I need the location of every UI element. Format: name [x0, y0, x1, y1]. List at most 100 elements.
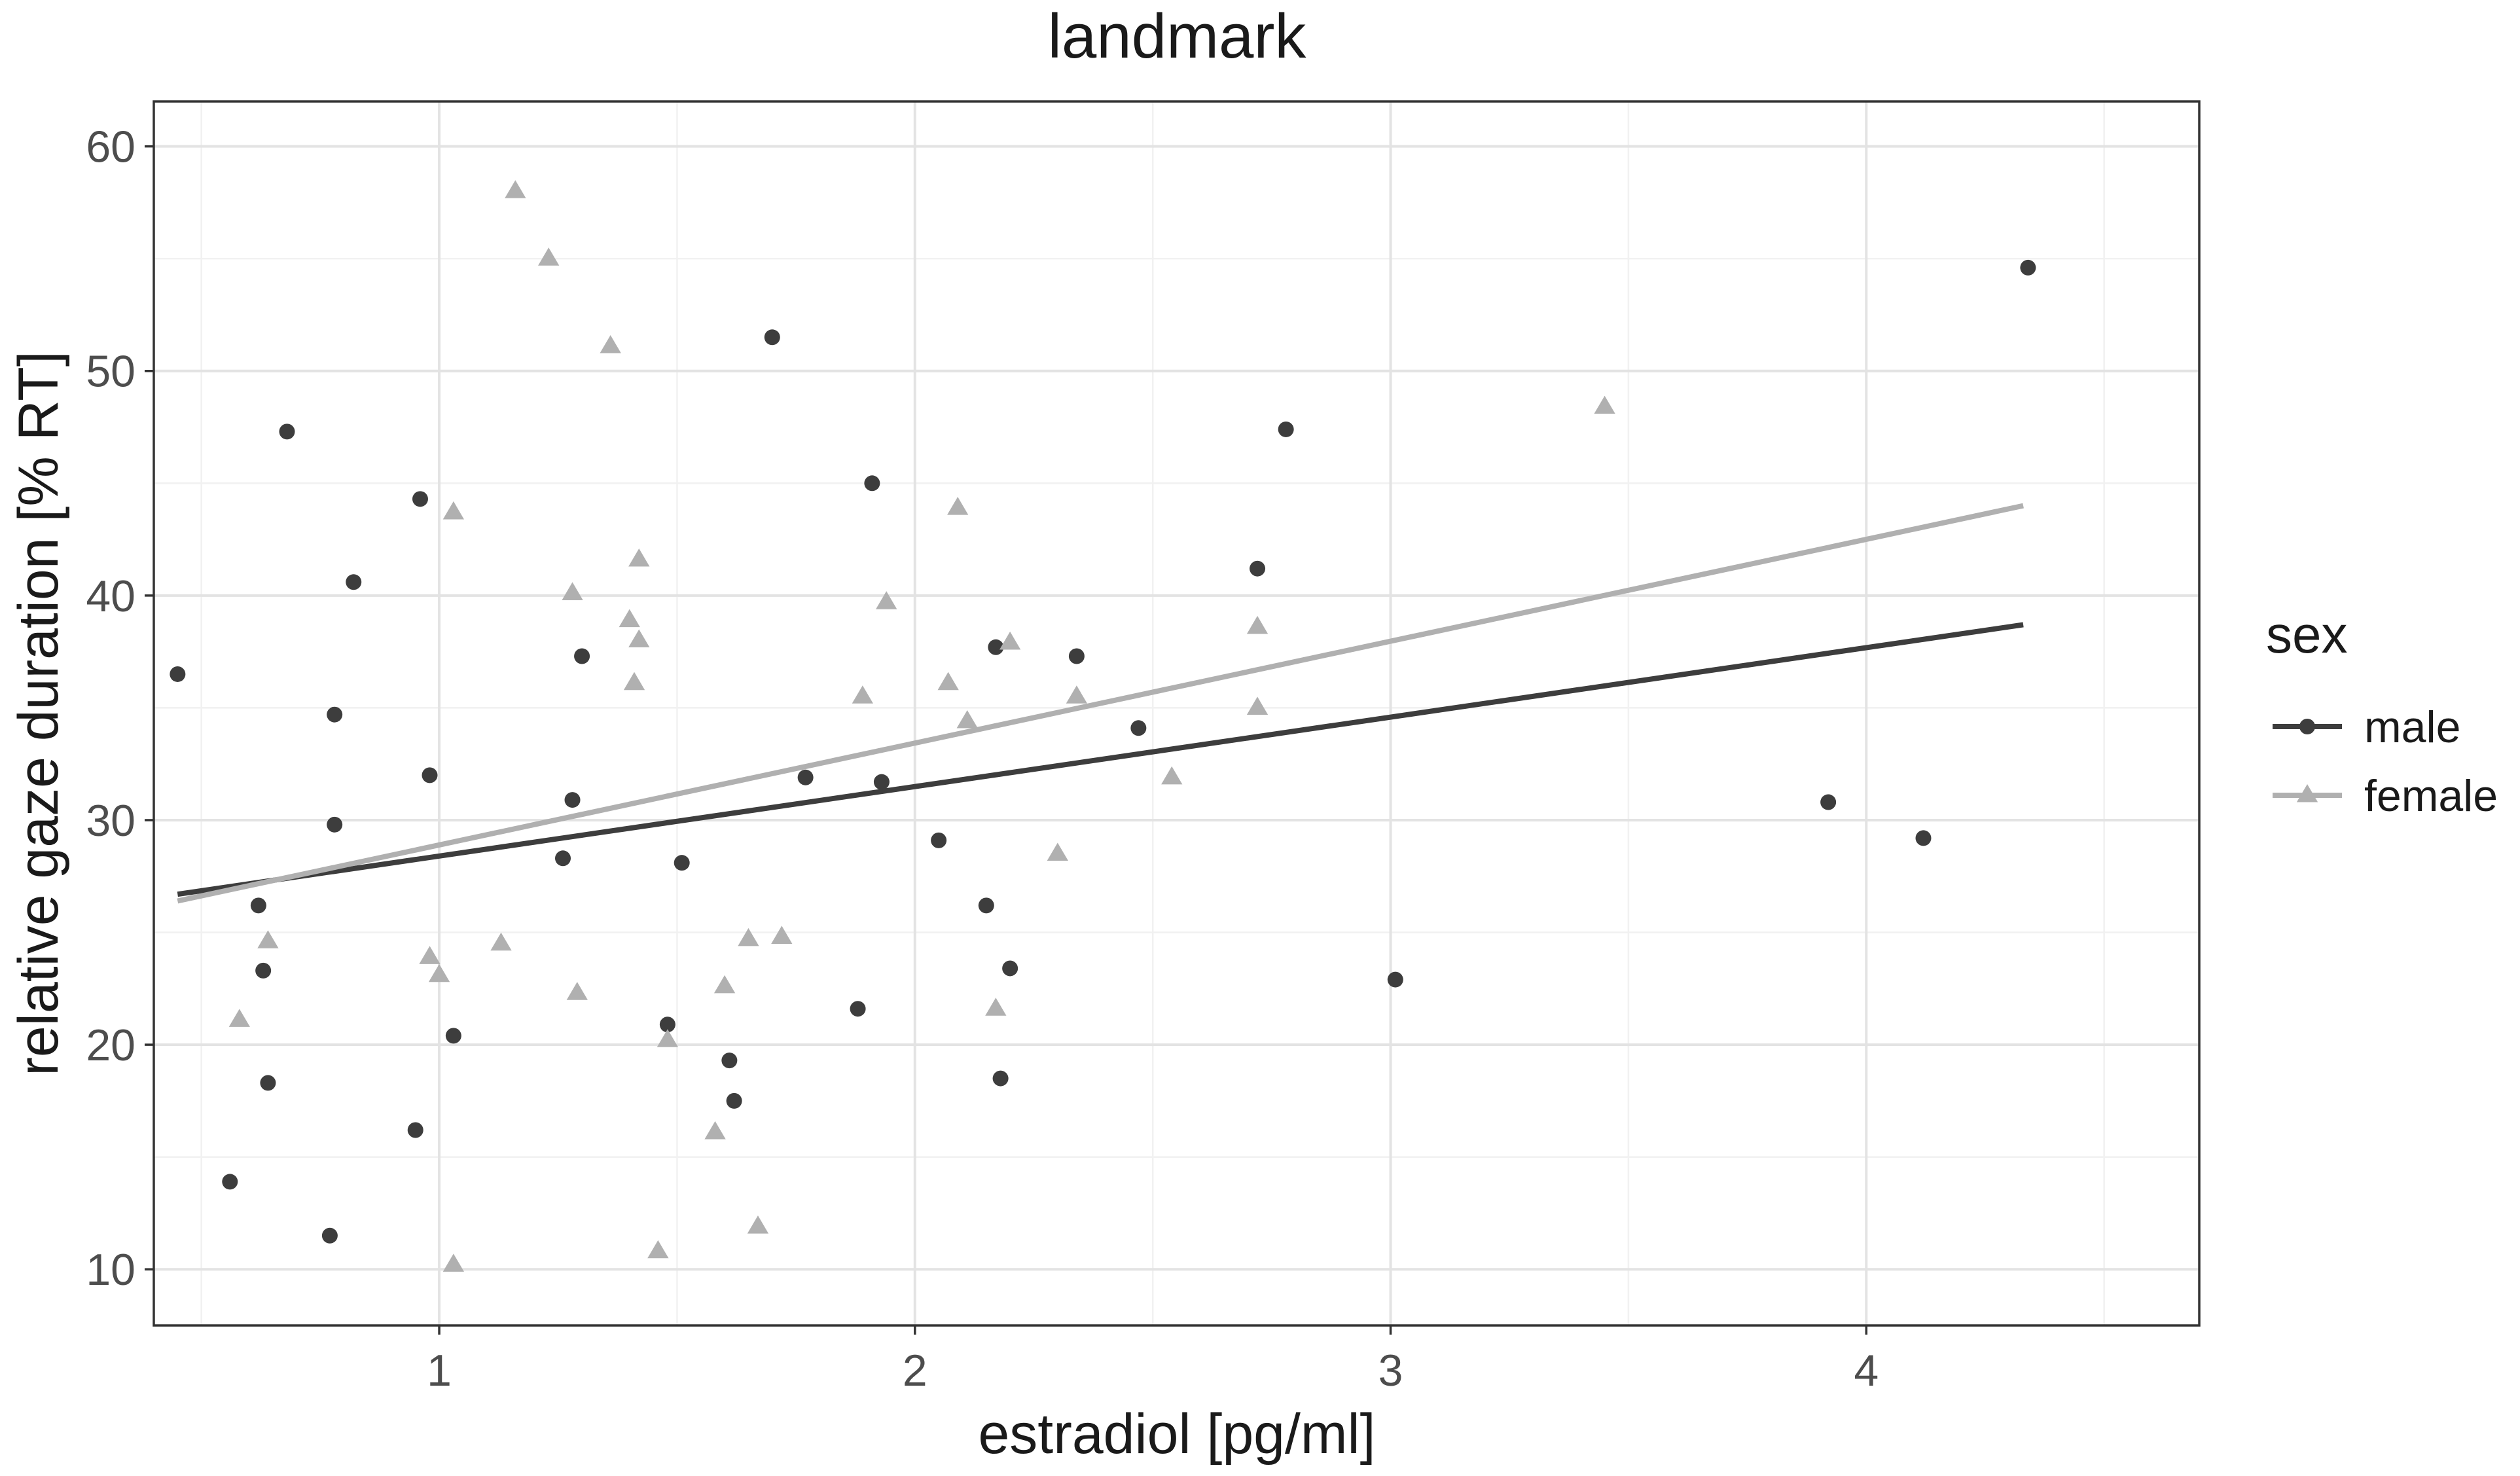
- point-female: [562, 582, 583, 600]
- point-male: [260, 1075, 276, 1091]
- point-female: [1066, 685, 1088, 704]
- point-female: [852, 685, 873, 704]
- point-female: [566, 982, 588, 1000]
- fit-line-male: [177, 622, 2024, 897]
- data-points: [170, 180, 2036, 1272]
- point-female: [257, 930, 279, 948]
- point-male: [1820, 794, 1837, 810]
- point-female: [985, 998, 1007, 1016]
- point-male: [422, 767, 438, 783]
- point-female: [647, 1240, 669, 1259]
- point-female: [228, 1009, 250, 1027]
- grid: [154, 101, 2199, 1325]
- chart-title: landmark: [1048, 1, 1307, 71]
- y-tick-label: 30: [86, 796, 135, 846]
- regression-lines: [177, 503, 2024, 904]
- point-male: [1387, 971, 1403, 988]
- point-male: [327, 706, 343, 723]
- point-female: [747, 1215, 769, 1234]
- point-male: [1915, 830, 1932, 846]
- point-female: [704, 1121, 726, 1140]
- point-male: [797, 769, 814, 785]
- point-male: [721, 1053, 738, 1069]
- point-male: [864, 475, 880, 492]
- y-tick-label: 20: [86, 1020, 135, 1070]
- legend-label-female: female: [2364, 771, 2498, 821]
- point-female: [657, 1029, 679, 1047]
- point-male: [1130, 720, 1147, 736]
- legend-title: sex: [2266, 605, 2348, 664]
- point-female: [1161, 766, 1183, 785]
- point-female: [713, 975, 736, 994]
- point-male: [992, 1070, 1009, 1087]
- point-male: [1002, 960, 1018, 977]
- point-male: [850, 1001, 866, 1017]
- point-female: [628, 548, 650, 567]
- x-tick-label: 4: [1854, 1346, 1879, 1395]
- point-female: [999, 631, 1021, 650]
- point-male: [412, 491, 428, 507]
- legend-key-marker-male: [2299, 719, 2315, 734]
- x-tick-label: 3: [1378, 1346, 1403, 1395]
- point-female: [738, 927, 759, 946]
- point-female: [538, 247, 560, 266]
- point-male: [346, 574, 362, 590]
- point-female: [771, 926, 793, 944]
- point-female: [490, 932, 512, 951]
- y-tick-label: 10: [86, 1245, 135, 1295]
- point-male: [327, 816, 343, 833]
- point-female: [1246, 615, 1269, 634]
- fit-line-female: [177, 503, 2024, 904]
- point-female: [956, 710, 978, 729]
- point-male: [279, 423, 295, 440]
- legend-key-marker-female: [2296, 784, 2318, 802]
- plot-panel-border: [153, 100, 2201, 1327]
- point-male: [255, 962, 272, 979]
- point-male: [250, 897, 266, 914]
- point-male: [2020, 259, 2036, 276]
- point-male: [1278, 421, 1294, 437]
- point-male: [726, 1092, 742, 1109]
- point-female: [628, 629, 650, 648]
- point-male: [321, 1227, 338, 1244]
- point-male: [574, 648, 590, 664]
- point-female: [1047, 842, 1068, 861]
- legend: sex male female: [2266, 605, 2498, 821]
- point-male: [764, 329, 780, 346]
- point-female: [947, 497, 969, 515]
- point-male: [978, 897, 994, 914]
- y-tick-label: 50: [86, 347, 135, 397]
- point-female: [619, 609, 640, 628]
- point-female: [937, 672, 959, 691]
- x-tick-label: 1: [427, 1346, 452, 1395]
- point-male: [222, 1174, 238, 1190]
- point-female: [442, 501, 464, 520]
- point-male: [659, 1017, 675, 1033]
- point-male: [1068, 648, 1085, 664]
- point-male: [564, 792, 581, 808]
- x-axis-title: estradiol [pg/ml]: [978, 1403, 1375, 1466]
- point-male: [445, 1028, 461, 1044]
- axes: 1 2 3 4 10 20 30 40 50 60: [86, 122, 1879, 1395]
- point-female: [1246, 696, 1269, 715]
- point-female: [623, 672, 645, 691]
- point-male: [873, 774, 890, 790]
- point-male: [170, 666, 186, 682]
- point-female: [428, 963, 450, 982]
- point-male: [988, 639, 1004, 655]
- point-female: [442, 1253, 464, 1272]
- point-male: [555, 850, 571, 867]
- point-female: [876, 591, 897, 609]
- point-female: [419, 946, 441, 964]
- y-tick-label: 40: [86, 571, 135, 621]
- point-male: [407, 1122, 423, 1138]
- y-tick-label: 60: [86, 122, 135, 172]
- legend-label-male: male: [2364, 702, 2460, 752]
- y-axis-title: relative gaze duration [% RT]: [7, 351, 70, 1075]
- x-tick-label: 2: [903, 1346, 927, 1395]
- point-male: [931, 832, 947, 848]
- point-male: [674, 855, 690, 871]
- point-female: [600, 335, 621, 353]
- point-female: [1594, 395, 1615, 414]
